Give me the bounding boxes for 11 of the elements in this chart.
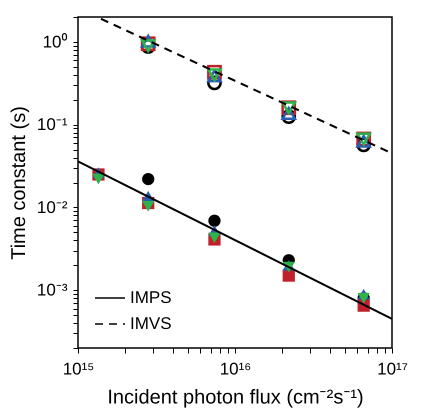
legend-label: IMPS — [130, 288, 172, 307]
x-tick-label: 10¹⁵ — [62, 360, 94, 378]
y-axis-title: Time constant (s) — [8, 106, 30, 260]
y-tick-label: 10⁻¹ — [36, 115, 68, 134]
x-tick-label: 10¹⁷ — [377, 360, 408, 378]
x-axis-title: Incident photon flux (cm⁻²s⁻¹) — [107, 386, 364, 408]
legend-label: IMVS — [130, 314, 172, 333]
y-tick-label: 10⁻² — [36, 198, 68, 217]
x-tick-label: 10¹⁶ — [220, 360, 252, 378]
y-tick-label: 10⁰ — [42, 32, 68, 52]
y-tick-label: 10⁻³ — [36, 280, 68, 300]
